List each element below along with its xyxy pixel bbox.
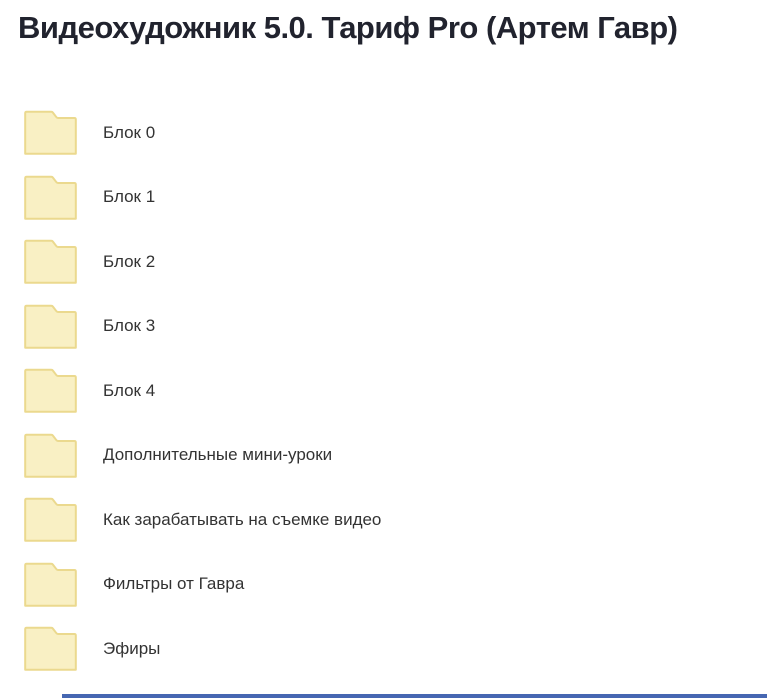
folder-icon [24, 627, 77, 672]
folder-icon [24, 304, 77, 349]
folder-row[interactable]: Как зарабатывать на съемке видео [0, 497, 767, 543]
folder-icon [24, 369, 77, 414]
folder-row[interactable]: Блок 3 [0, 304, 767, 349]
folder-label: Фильтры от Гавра [103, 574, 245, 594]
course-folders-page: { "page": { "title": "Видеохудожник 5.0.… [0, 8, 767, 698]
page-title: Видеохудожник 5.0. Тариф Pro (Артем Гавр… [18, 10, 678, 45]
folder-icon [24, 498, 77, 543]
folder-row[interactable]: Дополнительные мини-уроки [0, 433, 767, 478]
folder-label: Как зарабатывать на съемке видео [103, 509, 382, 529]
folder-row[interactable]: Фильтры от Гавра [0, 562, 767, 607]
folder-label: Блок 1 [103, 187, 156, 207]
folder-icon [24, 111, 77, 156]
folder-label: Блок 2 [103, 251, 156, 271]
folder-icon [24, 240, 77, 285]
folder-list: Блок 0 Блок 1 Блок 2 Блок 3 Блок 4 Допол… [0, 110, 767, 672]
folder-label: Блок 4 [103, 380, 156, 400]
folder-row[interactable]: Эфиры [0, 626, 767, 672]
folder-label: Блок 3 [103, 316, 156, 336]
folder-icon [24, 562, 77, 607]
folder-row[interactable]: Блок 0 [0, 110, 767, 156]
folder-row[interactable]: Блок 4 [0, 368, 767, 414]
bottom-cutoff-element [62, 694, 767, 698]
folder-row[interactable]: Блок 2 [0, 239, 767, 285]
folder-icon [24, 175, 77, 220]
folder-icon [24, 433, 77, 478]
folder-row[interactable]: Блок 1 [0, 175, 767, 220]
folder-label: Блок 0 [103, 122, 156, 142]
folder-label: Дополнительные мини-уроки [103, 445, 333, 465]
folder-label: Эфиры [103, 638, 161, 658]
